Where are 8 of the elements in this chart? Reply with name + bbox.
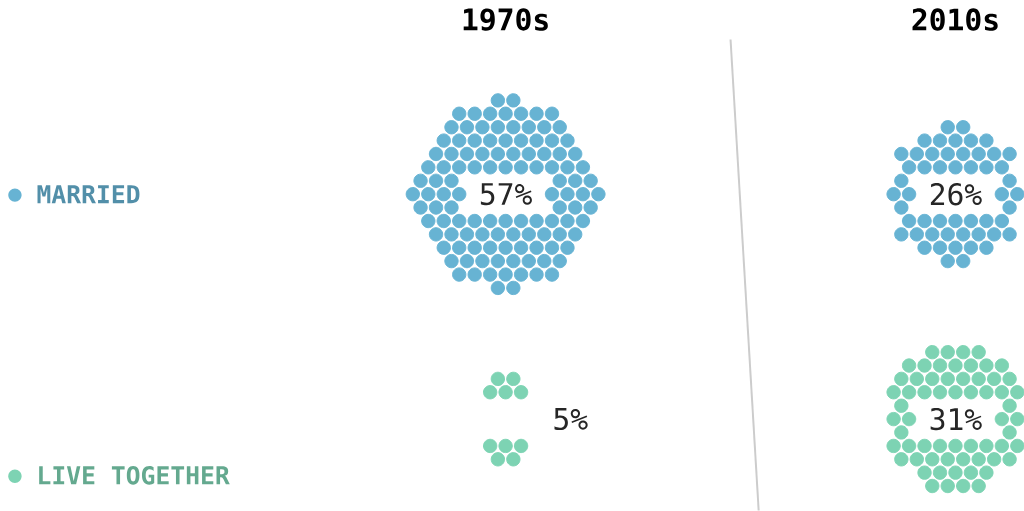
data-label: 5% [554, 407, 588, 430]
legend-label: MARRIED [37, 184, 140, 203]
data-label: 31% [930, 407, 982, 431]
legend-label: LIVE TOGETHER [39, 465, 230, 485]
data-label: 57% [480, 182, 532, 205]
category-label: 2010s [912, 8, 998, 31]
category-label: 1970s [463, 8, 548, 31]
data-label: 26% [930, 182, 982, 206]
